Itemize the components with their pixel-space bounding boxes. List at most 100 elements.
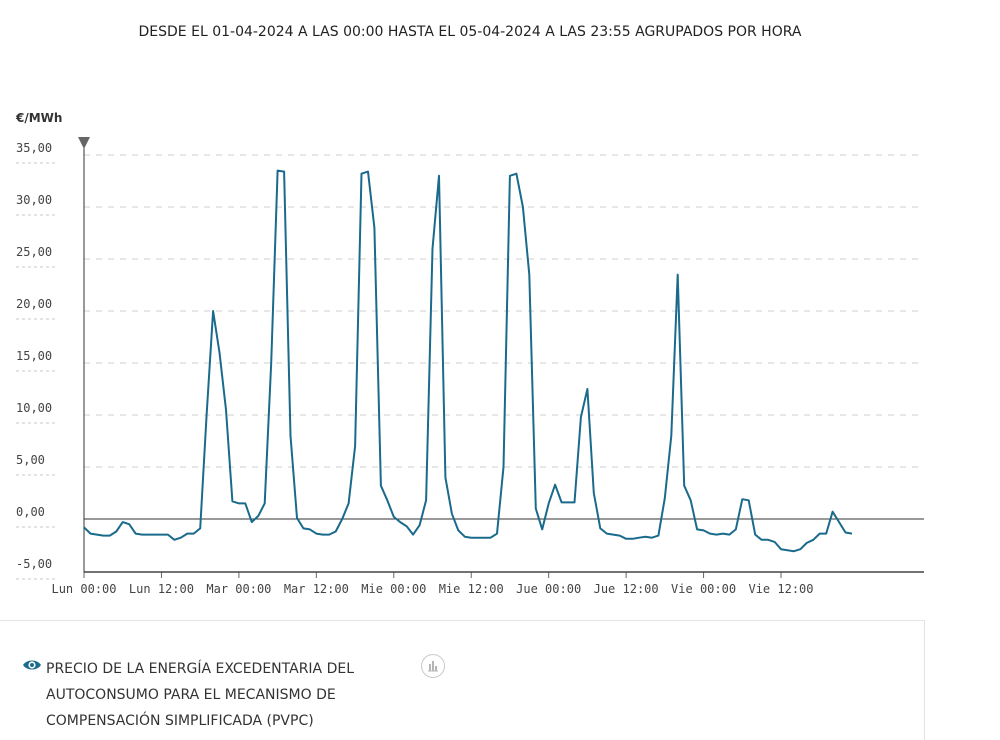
data-point[interactable] bbox=[430, 246, 436, 252]
data-point[interactable] bbox=[681, 483, 687, 489]
y-axis-arrow-marker[interactable] bbox=[78, 137, 90, 149]
data-point[interactable] bbox=[642, 534, 648, 540]
data-point[interactable] bbox=[513, 171, 519, 177]
data-point[interactable] bbox=[597, 525, 603, 531]
data-point[interactable] bbox=[249, 519, 255, 525]
data-point[interactable] bbox=[146, 532, 152, 538]
data-point[interactable] bbox=[262, 500, 268, 506]
data-point[interactable] bbox=[365, 169, 371, 175]
data-point[interactable] bbox=[778, 546, 784, 552]
data-point[interactable] bbox=[559, 499, 565, 505]
data-point[interactable] bbox=[772, 539, 778, 545]
data-point[interactable] bbox=[455, 527, 461, 533]
data-point[interactable] bbox=[849, 531, 855, 537]
data-point[interactable] bbox=[649, 535, 655, 541]
data-point[interactable] bbox=[843, 530, 849, 536]
data-point[interactable] bbox=[204, 412, 210, 418]
data-point[interactable] bbox=[533, 506, 539, 512]
data-point[interactable] bbox=[726, 532, 732, 538]
data-point[interactable] bbox=[165, 532, 171, 538]
data-point[interactable] bbox=[346, 500, 352, 506]
data-point[interactable] bbox=[339, 516, 345, 522]
data-point[interactable] bbox=[423, 497, 429, 503]
data-point[interactable] bbox=[688, 497, 694, 503]
data-point[interactable] bbox=[94, 532, 100, 538]
data-point[interactable] bbox=[326, 532, 332, 538]
data-point[interactable] bbox=[520, 204, 526, 210]
data-point[interactable] bbox=[281, 169, 287, 175]
data-point[interactable] bbox=[139, 532, 145, 538]
data-point[interactable] bbox=[739, 496, 745, 502]
data-point[interactable] bbox=[720, 531, 726, 537]
data-point[interactable] bbox=[300, 525, 306, 531]
data-point[interactable] bbox=[229, 498, 235, 504]
data-point[interactable] bbox=[217, 350, 223, 356]
data-point[interactable] bbox=[713, 532, 719, 538]
data-point[interactable] bbox=[391, 514, 397, 520]
data-point[interactable] bbox=[507, 173, 513, 179]
data-point[interactable] bbox=[81, 524, 87, 530]
data-point[interactable] bbox=[100, 533, 106, 539]
data-point[interactable] bbox=[371, 225, 377, 231]
data-point[interactable] bbox=[275, 168, 281, 174]
data-point[interactable] bbox=[791, 548, 797, 554]
data-point[interactable] bbox=[636, 535, 642, 541]
data-point[interactable] bbox=[184, 531, 190, 537]
data-point[interactable] bbox=[707, 531, 713, 537]
data-point[interactable] bbox=[210, 308, 216, 314]
data-point[interactable] bbox=[384, 497, 390, 503]
data-point[interactable] bbox=[359, 171, 365, 177]
data-point[interactable] bbox=[268, 360, 274, 366]
data-point[interactable] bbox=[242, 500, 248, 506]
data-point[interactable] bbox=[320, 532, 326, 538]
data-point[interactable] bbox=[759, 537, 765, 543]
data-point[interactable] bbox=[417, 522, 423, 528]
data-point[interactable] bbox=[171, 537, 177, 543]
data-point[interactable] bbox=[191, 531, 197, 537]
data-point[interactable] bbox=[410, 532, 416, 538]
data-point[interactable] bbox=[591, 490, 597, 496]
data-point[interactable] bbox=[333, 528, 339, 534]
data-point[interactable] bbox=[655, 533, 661, 539]
data-point[interactable] bbox=[571, 499, 577, 505]
data-point[interactable] bbox=[404, 523, 410, 529]
data-point[interactable] bbox=[120, 519, 126, 525]
eye-icon[interactable] bbox=[22, 658, 42, 672]
data-point[interactable] bbox=[158, 532, 164, 538]
data-point[interactable] bbox=[662, 495, 668, 501]
data-point[interactable] bbox=[494, 531, 500, 537]
data-point[interactable] bbox=[449, 511, 455, 517]
data-point[interactable] bbox=[87, 531, 93, 537]
data-point[interactable] bbox=[352, 443, 358, 449]
data-point[interactable] bbox=[481, 535, 487, 541]
data-point[interactable] bbox=[526, 272, 532, 278]
data-point[interactable] bbox=[668, 433, 674, 439]
data-point[interactable] bbox=[823, 531, 829, 537]
data-point[interactable] bbox=[294, 515, 300, 521]
data-point[interactable] bbox=[617, 533, 623, 539]
data-point[interactable] bbox=[797, 546, 803, 552]
series-line[interactable] bbox=[83, 169, 853, 553]
data-point[interactable] bbox=[765, 537, 771, 543]
data-point[interactable] bbox=[236, 500, 242, 506]
data-point[interactable] bbox=[307, 526, 313, 532]
data-point[interactable] bbox=[107, 533, 113, 539]
data-point[interactable] bbox=[804, 540, 810, 546]
data-point[interactable] bbox=[546, 500, 552, 506]
data-point[interactable] bbox=[475, 535, 481, 541]
data-point[interactable] bbox=[752, 532, 758, 538]
data-point[interactable] bbox=[701, 527, 707, 533]
data-point[interactable] bbox=[313, 531, 319, 537]
data-point[interactable] bbox=[623, 536, 629, 542]
data-point[interactable] bbox=[830, 509, 836, 515]
data-point[interactable] bbox=[584, 386, 590, 392]
data-point[interactable] bbox=[488, 535, 494, 541]
legend-series-label[interactable]: PRECIO DE LA ENERGÍA EXCEDENTARIA DEL AU… bbox=[46, 661, 354, 729]
data-point[interactable] bbox=[442, 474, 448, 480]
data-point[interactable] bbox=[578, 414, 584, 420]
bar-chart-icon[interactable] bbox=[421, 654, 445, 678]
data-point[interactable] bbox=[436, 173, 442, 179]
data-point[interactable] bbox=[784, 547, 790, 553]
data-point[interactable] bbox=[810, 537, 816, 543]
data-point[interactable] bbox=[604, 531, 610, 537]
